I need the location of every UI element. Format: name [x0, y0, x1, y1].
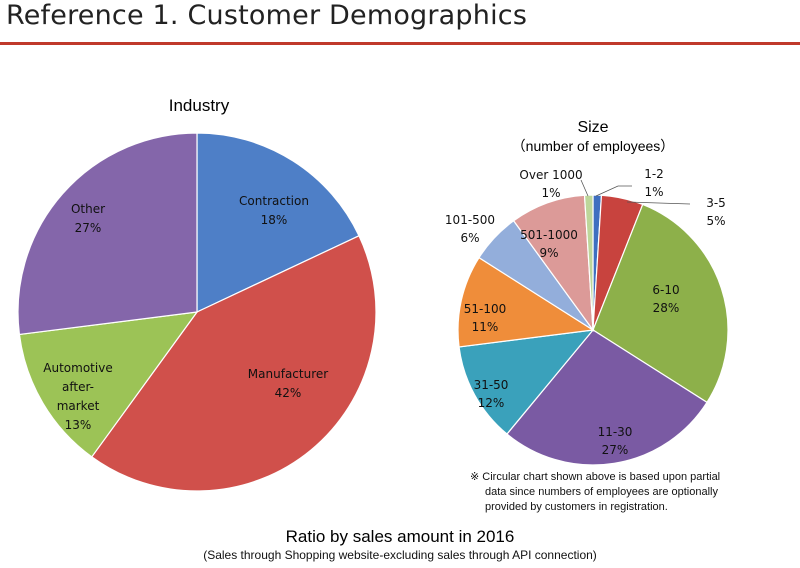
slice-category-label: Manufacturer	[248, 367, 328, 381]
slice-value-label: 18%	[261, 213, 288, 227]
pie-slice-31-50	[458, 329, 595, 435]
slice-category-label: 51-100	[464, 302, 507, 316]
industry-pie-chart	[17, 132, 377, 492]
slice-value-label: 9%	[539, 246, 558, 260]
slice-category-label: 1-2	[644, 167, 664, 181]
slice-value-label: 28%	[653, 301, 680, 315]
slice-value-label: 13%	[65, 418, 92, 432]
pie-slice-other	[17, 132, 198, 336]
slice-category-label: Over 1000	[519, 168, 582, 182]
pie-slice-manufacturer	[90, 234, 377, 492]
slice-category-label: 31-50	[474, 378, 509, 392]
pie-slice-over-1000	[583, 194, 594, 331]
chart-title: Industry	[169, 96, 230, 115]
slice-value-label: 11%	[472, 320, 499, 334]
slice-value-label: 1%	[541, 186, 560, 200]
slice-category-label: 6-10	[652, 283, 679, 297]
slice-value-label: 5%	[706, 214, 725, 228]
chart-title: Size	[577, 119, 608, 136]
slice-category-label: 11-30	[598, 425, 633, 439]
leader-line	[595, 185, 632, 197]
footnote: ※ Circular chart shown above is based up…	[470, 470, 770, 515]
slice-value-label: 27%	[75, 221, 102, 235]
page-title: Reference 1. Customer Demographics	[6, 0, 528, 31]
slice-value-label: 1%	[644, 185, 663, 199]
slice-value-label: 12%	[478, 396, 505, 410]
footnote-line: provided by customers in registration.	[485, 501, 668, 513]
chart-subtitle: （number of employees）	[512, 138, 675, 154]
pie-slice-6-10	[592, 203, 729, 404]
slice-category-label: market	[57, 399, 100, 413]
footer-subtitle: (Sales through Shopping website-excludin…	[203, 548, 597, 562]
title-divider	[0, 42, 800, 45]
slice-category-label: Other	[71, 202, 105, 216]
pie-slice-automotive-after-market	[18, 311, 199, 458]
leader-line	[626, 201, 691, 205]
slice-category-label: after-	[62, 380, 94, 394]
slice-value-label: 42%	[275, 386, 302, 400]
footer-title: Ratio by sales amount in 2016	[285, 527, 515, 546]
footnote-line: ※ Circular chart shown above is based up…	[470, 471, 721, 483]
slice-category-label: Contraction	[239, 194, 309, 208]
pie-slice-contraction	[196, 132, 360, 313]
leader-line	[580, 179, 589, 197]
slice-category-label: Automotive	[43, 361, 112, 375]
slice-value-label: 6%	[460, 231, 479, 245]
slice-value-label: 27%	[602, 443, 629, 457]
slice-category-label: 101-500	[445, 213, 495, 227]
pie-slice-11-30	[506, 329, 708, 466]
footnote-line: data since numbers of employees are opti…	[485, 486, 718, 498]
size-pie-chart	[457, 179, 729, 466]
pie-slice-51-100	[457, 256, 595, 348]
slice-category-label: 3-5	[706, 196, 726, 210]
slice-category-label: 501-1000	[520, 228, 578, 242]
